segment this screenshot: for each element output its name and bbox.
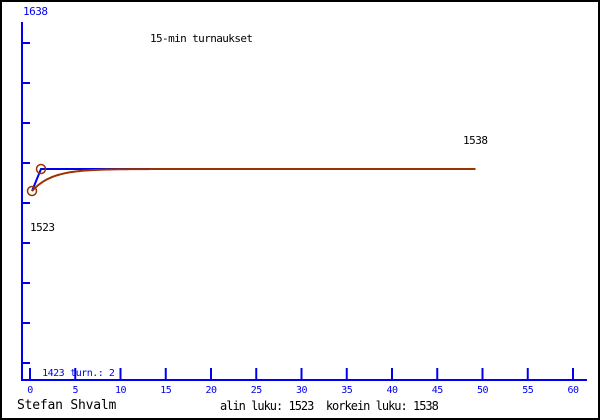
y-axis-min-label: 1423 [42,368,65,379]
annotation-first-rating: 1523 [30,221,55,234]
x-axis-tick-label: 10 [115,385,127,396]
rating-summary: alin luku: 1523 korkein luku: 1538 [220,399,439,413]
tournament-count-label: turn.: 2 [70,368,115,379]
data-point-marker [26,185,38,197]
x-axis-tick-label: 50 [477,385,489,396]
x-axis-tick-label: 60 [567,385,579,396]
x-axis-tick-label: 35 [341,385,353,396]
x-axis-tick-label: 0 [27,385,33,396]
x-axis-tick-label: 25 [251,385,263,396]
annotation-last-rating: 1538 [463,134,488,147]
rating-line [31,168,476,192]
player-name: Stefan Shvalm [17,398,117,413]
x-axis-tick-label: 20 [205,385,217,396]
chart-title: 15-min turnaukset [150,32,253,45]
x-axis-tick-label: 5 [72,385,78,396]
x-axis-tick-label: 15 [160,385,172,396]
x-axis-tick-label: 55 [522,385,534,396]
smoothed-rating-curve [31,168,476,192]
x-axis-tick-label: 40 [386,385,398,396]
x-axis-tick-label: 30 [296,385,308,396]
x-axis-tick-label: 45 [432,385,444,396]
data-point-marker [35,163,47,175]
y-axis-max-label: 1638 [23,5,48,18]
y-axis-min-line: 1423 turn.: 2 [20,359,115,389]
